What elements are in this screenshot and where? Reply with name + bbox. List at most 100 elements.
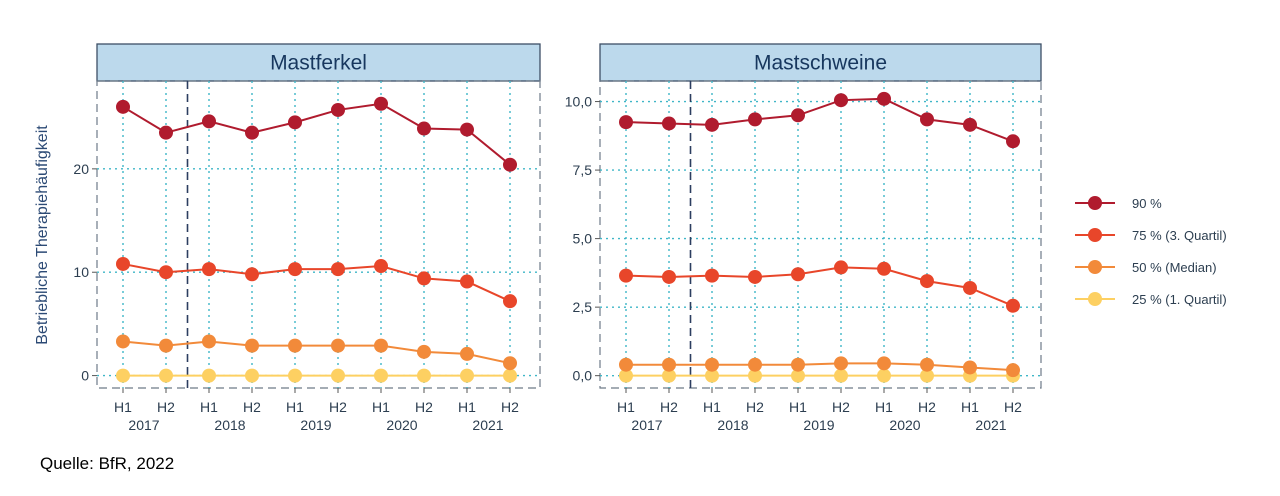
data-point [877, 91, 891, 106]
data-point [503, 294, 517, 309]
data-point [417, 271, 431, 286]
xtick-half-label: H1 [617, 399, 635, 415]
source-note: Quelle: BfR, 2022 [40, 454, 175, 473]
xtick-year-label: 2018 [214, 417, 245, 433]
xtick-year-label: 2017 [631, 417, 662, 433]
series-line [626, 362, 1014, 372]
xtick-half-label: H2 [157, 399, 175, 415]
data-point [877, 356, 891, 371]
data-point [791, 368, 805, 383]
xtick-year-label: 2019 [300, 417, 331, 433]
data-point [245, 338, 259, 353]
data-point [245, 368, 259, 383]
data-point [705, 117, 719, 132]
data-point [748, 112, 762, 127]
ytick-label: 20 [73, 161, 89, 177]
data-point [963, 117, 977, 132]
data-point [834, 260, 848, 275]
xtick-half-label: H1 [286, 399, 304, 415]
data-point [331, 262, 345, 277]
data-point [331, 368, 345, 383]
ytick-label: 10 [73, 264, 89, 280]
data-point [116, 99, 130, 114]
ytick-label: 2,5 [573, 299, 593, 315]
xtick-year-label: 2020 [386, 417, 417, 433]
data-point [374, 259, 388, 274]
data-point [705, 368, 719, 383]
data-point [1006, 298, 1020, 313]
data-point [503, 356, 517, 371]
xtick-year-label: 2020 [889, 417, 920, 433]
xtick-year-label: 2021 [975, 417, 1006, 433]
xtick-half-label: H2 [746, 399, 764, 415]
data-point [920, 357, 934, 372]
data-point [460, 346, 474, 361]
data-point [748, 269, 762, 284]
xtick-half-label: H1 [458, 399, 476, 415]
data-point [288, 368, 302, 383]
legend-marker [1088, 196, 1102, 210]
legend-marker [1088, 228, 1102, 242]
data-point [877, 261, 891, 276]
legend-label: 50 % (Median) [1132, 260, 1217, 275]
data-point [116, 368, 130, 383]
series-line [122, 262, 511, 303]
data-point [159, 338, 173, 353]
data-point [748, 368, 762, 383]
data-point [834, 356, 848, 371]
data-point [331, 338, 345, 353]
legend-label: 25 % (1. Quartil) [1132, 292, 1227, 307]
xtick-half-label: H2 [832, 399, 850, 415]
panel-strip [96, 43, 541, 82]
data-point [503, 157, 517, 172]
data-point [460, 122, 474, 137]
data-point [417, 344, 431, 359]
data-point [791, 108, 805, 123]
data-point [662, 368, 676, 383]
data-point [662, 116, 676, 131]
data-point [877, 368, 891, 383]
data-point [748, 357, 762, 372]
xtick-half-label: H2 [415, 399, 433, 415]
xtick-half-label: H1 [789, 399, 807, 415]
data-point [116, 256, 130, 271]
data-point [1006, 363, 1020, 378]
data-point [288, 338, 302, 353]
legend-marker [1088, 292, 1102, 306]
panel-strip [599, 43, 1042, 82]
data-point [417, 368, 431, 383]
data-point [662, 269, 676, 284]
data-point [963, 360, 977, 375]
data-point [202, 262, 216, 277]
ytick-label: 0,0 [573, 368, 593, 384]
data-point [920, 274, 934, 289]
data-point [159, 125, 173, 140]
data-point [963, 280, 977, 295]
data-point [159, 368, 173, 383]
legend-marker [1088, 260, 1102, 274]
panel-title: Mastferkel [270, 52, 367, 75]
y-axis-label: Betriebliche Therapiehäufigkeit [34, 125, 51, 345]
data-point [460, 368, 474, 383]
data-point [374, 96, 388, 111]
xtick-year-label: 2018 [717, 417, 748, 433]
data-point [460, 274, 474, 289]
xtick-half-label: H2 [660, 399, 678, 415]
data-point [288, 115, 302, 130]
panel-mastschweine: Mastschweine 0,0 2,5 5,0 7,5 10,0 H1 2017 H2 H1 20… [565, 43, 1042, 433]
data-point [619, 357, 633, 372]
data-point [331, 102, 345, 117]
ytick-label: 7,5 [573, 162, 593, 178]
series-line [625, 97, 1014, 143]
data-point [202, 368, 216, 383]
xtick-half-label: H1 [114, 399, 132, 415]
ytick-label: 5,0 [573, 231, 593, 247]
data-point [202, 334, 216, 349]
legend: 90 % 75 % (3. Quartil) 50 % (Median) 25 % (… [1075, 196, 1227, 307]
data-point [834, 93, 848, 108]
legend-label: 90 % [1132, 196, 1162, 211]
data-point [619, 268, 633, 283]
xtick-half-label: H1 [200, 399, 218, 415]
xtick-half-label: H2 [501, 399, 519, 415]
data-point [791, 357, 805, 372]
